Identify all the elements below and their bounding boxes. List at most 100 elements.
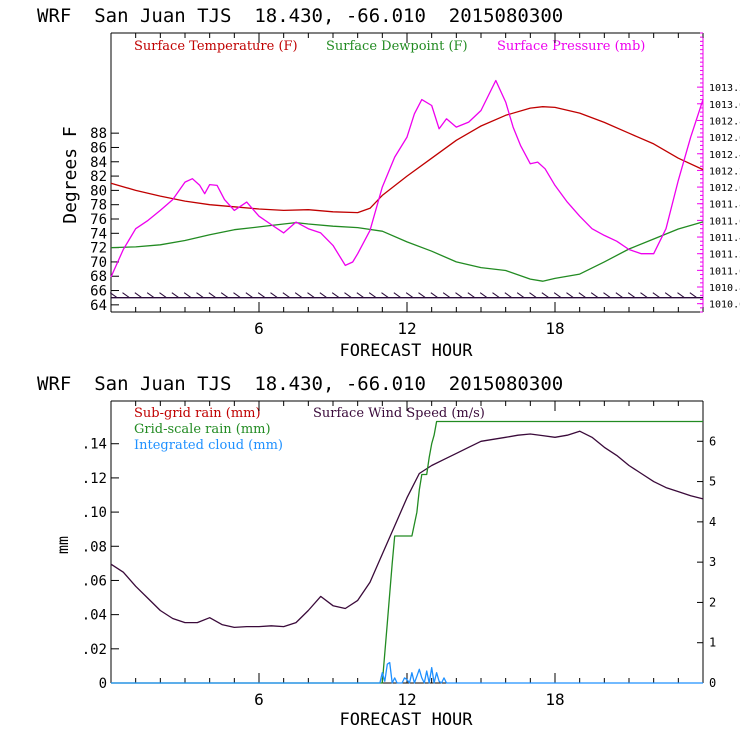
wind-barb [368, 292, 377, 299]
wind-barb [504, 292, 513, 299]
wind-barb [529, 292, 537, 299]
wind-barb [652, 292, 661, 299]
wind-barb [455, 292, 463, 299]
wind-barb [270, 292, 278, 299]
wind-barb [430, 292, 439, 299]
series-line-surface-temperature-f [110, 106, 704, 214]
wind-barb [294, 292, 303, 299]
y-tick-label: .08 [82, 539, 107, 555]
legend-subgrid-rain: Sub-grid rain (mm) [134, 406, 261, 421]
wind-barb [442, 292, 451, 299]
y2-tick-label: 1012.2 [709, 166, 740, 177]
legend-surface-pressure: Surface Pressure (mb) [497, 39, 645, 54]
wind-barb [220, 292, 229, 299]
wind-barb [516, 292, 525, 299]
wind-barb [183, 292, 192, 299]
y2-tick-label: 1011.8 [709, 200, 740, 211]
y-tick-label: 64 [90, 298, 107, 314]
wind-barb [492, 292, 500, 299]
wind-barb [627, 292, 636, 299]
y-tick-label: 70 [90, 255, 107, 271]
chart1-x-axis-label: FORECAST HOUR [339, 341, 473, 361]
y2-tick-label: 1013.0 [709, 100, 740, 111]
x-tick-label: 18 [545, 319, 564, 338]
wind-barb [603, 292, 611, 299]
y2-tick-label: 0 [709, 676, 716, 690]
x-tick-label: 12 [397, 690, 416, 709]
chart2-x-axis-label: FORECAST HOUR [339, 710, 473, 730]
series-line-integrated-cloud-mm [111, 661, 703, 684]
x-tick-label: 18 [545, 690, 564, 709]
y2-tick-label: 1012.8 [709, 116, 740, 127]
series-line-grid-scale-rain-mm [111, 420, 703, 684]
wind-barb [553, 292, 562, 299]
chart2-legend: Sub-grid rain (mm) Grid-scale rain (mm) … [134, 406, 485, 453]
y-tick-label: .04 [82, 608, 107, 624]
wind-barb [122, 292, 130, 299]
wind-barb [418, 292, 426, 299]
y2-tick-label: 1011.2 [709, 250, 740, 261]
wind-barb [381, 292, 389, 299]
y-tick-label: .02 [82, 642, 107, 658]
y2-tick-label: 1013.2 [709, 83, 740, 94]
wind-barb [467, 292, 476, 299]
wind-barb [134, 292, 143, 299]
y2-tick-label: 1011.6 [709, 216, 740, 227]
wind-barb [319, 292, 328, 299]
y2-tick-label: 1012.0 [709, 183, 740, 194]
y2-tick-label: 1010.8 [709, 283, 740, 294]
chart2-y-axis-label: mm [54, 536, 72, 554]
wind-barb [307, 292, 315, 299]
series-line-surface-wind-speed-m-s [110, 430, 704, 629]
wind-barb [109, 292, 118, 299]
wind-barb [171, 292, 180, 299]
wind-barb [566, 292, 574, 299]
y-tick-label: .12 [82, 471, 107, 487]
y-tick-label: 0 [99, 676, 107, 692]
wind-barb [578, 292, 587, 299]
y2-tick-label: 1011.4 [709, 233, 740, 244]
y-tick-label: 68 [90, 269, 107, 285]
legend-integrated-cloud: Integrated cloud (mm) [134, 438, 283, 453]
wind-barb [393, 292, 402, 299]
chart1-legend: Surface Temperature (F) Surface Dewpoint… [134, 39, 645, 54]
y2-tick-label: 3 [709, 555, 716, 569]
wind-barb [405, 292, 414, 299]
y-tick-label: .06 [82, 573, 107, 589]
chart2-title: WRF San Juan TJS 18.430, -66.010 2015080… [37, 373, 563, 395]
wind-barb [146, 292, 155, 299]
y-tick-label: 66 [90, 284, 107, 300]
legend-surface-temperature: Surface Temperature (F) [134, 39, 298, 54]
y2-tick-label: 5 [709, 475, 716, 489]
x-tick-label: 6 [254, 690, 264, 709]
y2-tick-label: 1012.6 [709, 133, 740, 144]
x-tick-label: 12 [397, 319, 416, 338]
series-line-surface-pressure-mb [110, 79, 704, 278]
wind-barb [344, 292, 352, 299]
y-tick-label: 88 [90, 126, 107, 142]
y-tick-label: 86 [90, 140, 107, 156]
y-tick-label: 72 [90, 241, 107, 257]
wind-barb [196, 292, 204, 299]
legend-gridscale-rain: Grid-scale rain (mm) [134, 422, 271, 437]
y-tick-label: 80 [90, 183, 107, 199]
wind-barb [640, 292, 648, 299]
wind-barb [664, 292, 673, 299]
wind-barb [233, 292, 241, 299]
y2-tick-label: 1011.0 [709, 266, 740, 277]
y-tick-label: 82 [90, 169, 107, 185]
wind-barb [245, 292, 254, 299]
wind-barb [282, 292, 291, 299]
y-tick-label: 74 [90, 226, 107, 242]
chart1-title: WRF San Juan TJS 18.430, -66.010 2015080… [37, 5, 563, 27]
y2-tick-label: 4 [709, 515, 716, 529]
y-tick-label: .10 [82, 505, 107, 521]
legend-surface-wind-speed: Surface Wind Speed (m/s) [313, 406, 485, 421]
y-tick-label: .14 [82, 437, 107, 453]
y-tick-label: 84 [90, 155, 107, 171]
wind-barb [331, 292, 340, 299]
wind-barb [615, 292, 624, 299]
wind-barb [590, 292, 599, 299]
